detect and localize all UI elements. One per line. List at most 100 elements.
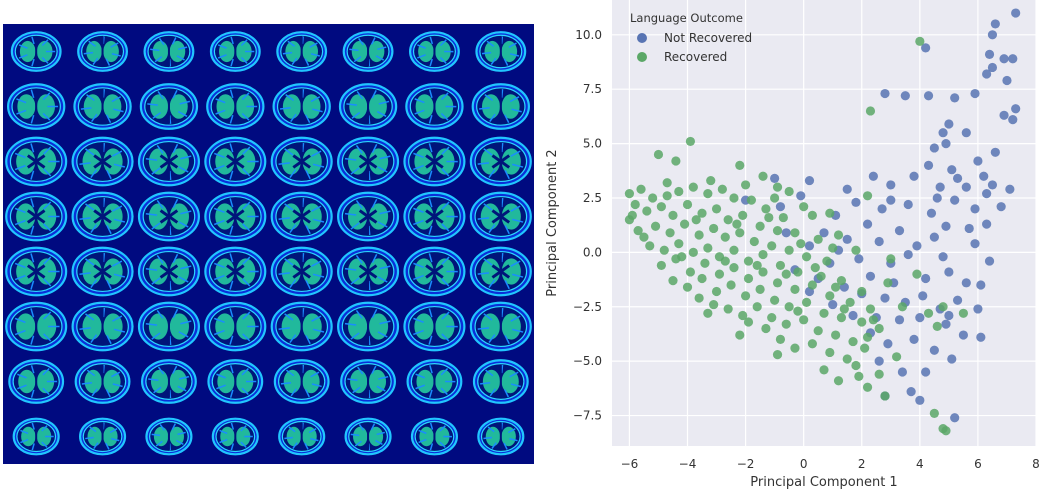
mri-slice: [139, 248, 199, 296]
x-tick-label: 8: [1032, 457, 1039, 471]
data-point: [886, 180, 895, 189]
mri-slice: [73, 138, 133, 186]
data-point: [718, 185, 727, 194]
data-point: [671, 156, 680, 165]
y-tick-label: 10.0: [575, 28, 602, 42]
mri-slice: [408, 360, 462, 403]
data-point: [869, 172, 878, 181]
data-point: [770, 296, 779, 305]
data-point: [825, 209, 834, 218]
data-point: [912, 241, 921, 250]
data-point: [741, 180, 750, 189]
mri-slice: [272, 138, 332, 186]
data-point: [950, 93, 959, 102]
data-point: [834, 376, 843, 385]
data-point: [785, 187, 794, 196]
data-point: [875, 237, 884, 246]
data-point: [761, 324, 770, 333]
data-point: [886, 254, 895, 263]
mri-slice: [471, 303, 531, 351]
data-point: [683, 200, 692, 209]
mri-slice: [404, 248, 464, 296]
data-point: [767, 241, 776, 250]
data-point: [793, 267, 802, 276]
data-point: [770, 193, 779, 202]
data-point: [947, 165, 956, 174]
data-point: [869, 315, 878, 324]
data-point: [651, 222, 660, 231]
mri-slice: [344, 32, 393, 71]
data-point: [808, 280, 817, 289]
data-point: [938, 252, 947, 261]
data-point: [735, 330, 744, 339]
data-point: [625, 189, 634, 198]
mri-slice: [76, 360, 130, 403]
data-point: [796, 191, 805, 200]
data-point: [933, 193, 942, 202]
data-point: [744, 256, 753, 265]
data-point: [779, 213, 788, 222]
data-point: [773, 183, 782, 192]
y-tick-label: −2.5: [573, 300, 602, 314]
data-point: [753, 302, 762, 311]
data-point: [709, 224, 718, 233]
data-point: [735, 228, 744, 237]
mri-slice: [205, 303, 265, 351]
data-point: [924, 161, 933, 170]
mri-slice: [279, 419, 324, 455]
data-point: [970, 204, 979, 213]
legend-marker: [637, 33, 647, 43]
data-point: [1008, 115, 1017, 124]
data-point: [941, 320, 950, 329]
data-point: [756, 222, 765, 231]
data-point: [703, 309, 712, 318]
data-point: [683, 283, 692, 292]
data-point: [907, 387, 916, 396]
data-point: [741, 291, 750, 300]
mri-slice: [476, 32, 525, 71]
data-point: [985, 50, 994, 59]
data-point: [892, 352, 901, 361]
data-point: [938, 128, 947, 137]
data-point: [851, 361, 860, 370]
data-point: [811, 263, 820, 272]
data-point: [721, 233, 730, 242]
data-point: [639, 233, 648, 242]
mri-slice: [73, 193, 133, 241]
data-point: [1002, 76, 1011, 85]
data-point: [631, 200, 640, 209]
data-point: [898, 302, 907, 311]
data-point: [776, 261, 785, 270]
data-point: [843, 185, 852, 194]
data-point: [895, 315, 904, 324]
data-point: [805, 176, 814, 185]
data-point: [819, 365, 828, 374]
data-point: [866, 106, 875, 115]
mri-slice: [205, 193, 265, 241]
data-point: [663, 191, 672, 200]
data-point: [686, 267, 695, 276]
mri-montage-image: [3, 24, 534, 464]
data-point: [848, 311, 857, 320]
data-point: [854, 372, 863, 381]
data-point: [851, 246, 860, 255]
data-point: [918, 291, 927, 300]
data-point: [724, 215, 733, 224]
data-point: [828, 300, 837, 309]
data-point: [982, 219, 991, 228]
data-point: [988, 30, 997, 39]
data-point: [962, 128, 971, 137]
data-point: [834, 230, 843, 239]
data-point: [915, 37, 924, 46]
mri-slice: [471, 138, 531, 186]
data-point: [941, 139, 950, 148]
data-point: [657, 202, 666, 211]
y-tick-label: 5.0: [583, 137, 602, 151]
data-point: [686, 137, 695, 146]
data-point: [776, 335, 785, 344]
data-point: [692, 215, 701, 224]
mri-slice: [340, 84, 396, 129]
mri-slice: [474, 360, 528, 403]
data-point: [866, 304, 875, 313]
data-point: [773, 350, 782, 359]
